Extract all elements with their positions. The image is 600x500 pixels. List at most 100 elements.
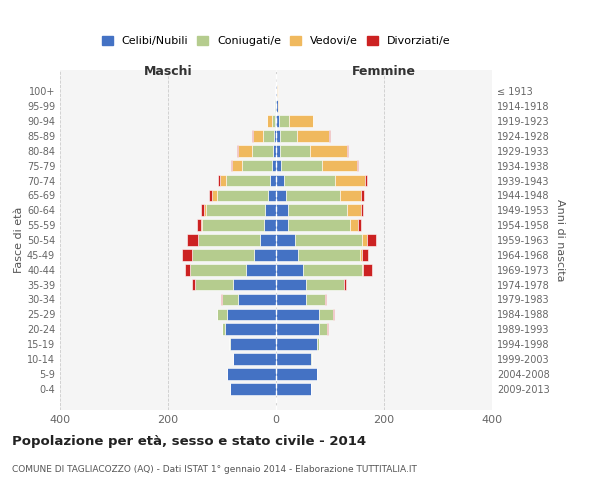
- Bar: [322, 160, 357, 172]
- Bar: [286, 190, 340, 201]
- Bar: [254, 249, 276, 260]
- Bar: [362, 249, 368, 260]
- Bar: [298, 249, 360, 260]
- Bar: [276, 234, 295, 246]
- Bar: [264, 220, 276, 231]
- Bar: [203, 204, 206, 216]
- Bar: [275, 100, 276, 112]
- Bar: [212, 190, 217, 201]
- Text: COMUNE DI TAGLIACOZZO (AQ) - Dati ISTAT 1° gennaio 2014 - Elaborazione TUTTITALI: COMUNE DI TAGLIACOZZO (AQ) - Dati ISTAT …: [12, 465, 417, 474]
- Bar: [303, 264, 362, 276]
- Bar: [225, 324, 276, 335]
- Bar: [193, 279, 195, 290]
- Bar: [288, 220, 350, 231]
- Bar: [361, 204, 364, 216]
- Bar: [306, 279, 343, 290]
- Bar: [279, 115, 289, 127]
- Bar: [276, 279, 306, 290]
- Bar: [195, 279, 233, 290]
- Bar: [247, 264, 276, 276]
- Bar: [347, 145, 348, 156]
- Bar: [182, 249, 193, 260]
- Bar: [280, 145, 310, 156]
- Bar: [311, 353, 312, 365]
- Bar: [263, 130, 274, 141]
- Bar: [276, 324, 319, 335]
- Bar: [276, 190, 286, 201]
- Bar: [362, 264, 364, 276]
- Bar: [319, 308, 332, 320]
- Bar: [217, 308, 227, 320]
- Bar: [233, 279, 276, 290]
- Bar: [296, 130, 329, 141]
- Bar: [230, 338, 276, 350]
- Bar: [190, 264, 247, 276]
- Bar: [276, 174, 284, 186]
- Bar: [274, 100, 275, 112]
- Bar: [276, 264, 303, 276]
- Bar: [222, 324, 225, 335]
- Bar: [218, 174, 220, 186]
- Bar: [361, 190, 364, 201]
- Bar: [252, 130, 253, 141]
- Bar: [276, 294, 306, 306]
- Bar: [238, 294, 276, 306]
- Bar: [284, 174, 335, 186]
- Bar: [276, 160, 281, 172]
- Bar: [281, 160, 322, 172]
- Bar: [253, 130, 263, 141]
- Bar: [288, 204, 347, 216]
- Bar: [340, 190, 361, 201]
- Bar: [350, 220, 358, 231]
- Bar: [221, 294, 222, 306]
- Bar: [187, 234, 198, 246]
- Bar: [277, 86, 278, 97]
- Bar: [227, 308, 276, 320]
- Bar: [276, 249, 298, 260]
- Text: Femmine: Femmine: [352, 65, 416, 78]
- Text: Maschi: Maschi: [143, 65, 193, 78]
- Bar: [220, 174, 226, 186]
- Bar: [295, 234, 362, 246]
- Bar: [332, 308, 334, 320]
- Y-axis label: Fasce di età: Fasce di età: [14, 207, 24, 273]
- Bar: [185, 264, 190, 276]
- Bar: [278, 100, 279, 112]
- Bar: [229, 338, 230, 350]
- Bar: [193, 249, 254, 260]
- Bar: [362, 234, 367, 246]
- Bar: [317, 338, 319, 350]
- Bar: [280, 130, 296, 141]
- Bar: [197, 220, 201, 231]
- Y-axis label: Anni di nascita: Anni di nascita: [555, 198, 565, 281]
- Bar: [364, 264, 371, 276]
- Bar: [276, 130, 280, 141]
- Bar: [276, 338, 317, 350]
- Bar: [238, 145, 252, 156]
- Bar: [367, 234, 376, 246]
- Bar: [289, 115, 313, 127]
- Bar: [217, 190, 268, 201]
- Bar: [222, 294, 238, 306]
- Bar: [272, 115, 275, 127]
- Bar: [198, 234, 260, 246]
- Bar: [276, 204, 288, 216]
- Bar: [310, 145, 347, 156]
- Bar: [365, 174, 367, 186]
- Bar: [275, 115, 276, 127]
- Bar: [306, 294, 325, 306]
- Bar: [329, 130, 330, 141]
- Bar: [201, 204, 203, 216]
- Bar: [268, 190, 276, 201]
- Bar: [360, 249, 362, 260]
- Bar: [252, 145, 274, 156]
- Bar: [265, 204, 276, 216]
- Bar: [276, 100, 278, 112]
- Bar: [276, 383, 311, 394]
- Bar: [274, 130, 276, 141]
- Bar: [276, 220, 288, 231]
- Bar: [206, 204, 265, 216]
- Legend: Celibi/Nubili, Coniugati/e, Vedovi/e, Divorziati/e: Celibi/Nubili, Coniugati/e, Vedovi/e, Di…: [97, 32, 455, 50]
- Text: Popolazione per età, sesso e stato civile - 2014: Popolazione per età, sesso e stato civil…: [12, 435, 366, 448]
- Bar: [276, 353, 311, 365]
